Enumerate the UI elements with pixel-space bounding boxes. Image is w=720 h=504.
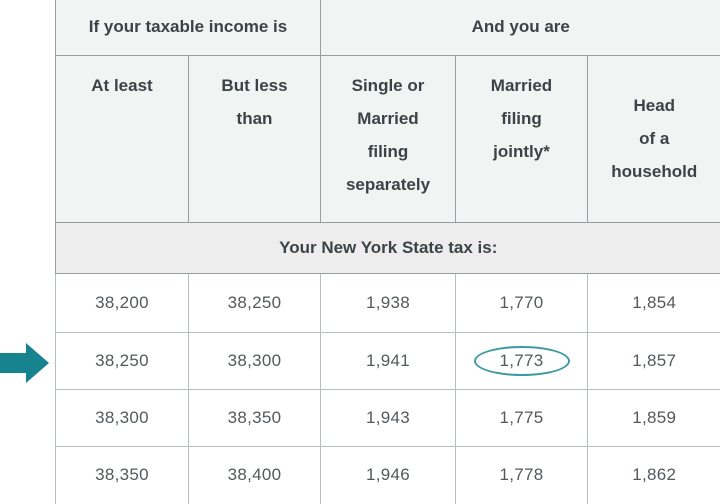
tax-band-label: Your New York State tax is: — [54, 221, 720, 274]
tax-single-cell: 1,946 — [320, 445, 456, 504]
ny-state-tax-table: If your taxable income is And you are At… — [54, 0, 720, 504]
income-less-than-cell: 38,250 — [188, 272, 321, 333]
table-row: 38,300 38,350 1,943 1,775 1,859 — [55, 388, 720, 447]
income-at-least-cell: 38,350 — [55, 445, 189, 504]
income-at-least-cell: 38,200 — [55, 272, 189, 333]
circled-value: 1,773 — [473, 345, 570, 376]
table-row-highlighted: 38,250 38,300 1,941 1,773 1,857 — [55, 331, 720, 390]
table-row: 38,200 38,250 1,938 1,770 1,854 — [55, 272, 720, 333]
row-pointer-arrow-icon — [0, 343, 49, 383]
group-header-row: If your taxable income is And you are — [55, 0, 720, 56]
income-less-than-cell: 38,400 — [188, 445, 321, 504]
col-header-head-of-household: Head of a household — [586, 54, 720, 223]
income-at-least-cell: 38,250 — [55, 331, 189, 390]
tax-married-jointly-cell: 1,778 — [455, 445, 588, 504]
tax-head-household-cell: 1,862 — [586, 445, 720, 504]
column-header-row: At least But less than Single or Married… — [55, 54, 720, 223]
col-header-but-less-than: But less than — [188, 54, 321, 223]
table-row: 38,350 38,400 1,946 1,778 1,862 — [55, 445, 720, 504]
income-at-least-cell: 38,300 — [55, 388, 189, 447]
tax-single-cell: 1,941 — [320, 331, 456, 390]
col-header-single-or-married-separate: Single or Married filing separately — [320, 54, 456, 223]
group-header-taxable-income: If your taxable income is — [55, 0, 321, 56]
income-less-than-cell: 38,350 — [188, 388, 321, 447]
tax-married-jointly-cell: 1,773 — [455, 331, 588, 390]
tax-head-household-cell: 1,857 — [586, 331, 720, 390]
tax-married-jointly-cell: 1,770 — [455, 272, 588, 333]
tax-single-cell: 1,943 — [320, 388, 456, 447]
group-header-filing-status: And you are — [319, 0, 720, 56]
tax-head-household-cell: 1,859 — [586, 388, 720, 447]
tax-single-cell: 1,938 — [320, 272, 456, 333]
tax-head-household-cell: 1,854 — [586, 272, 720, 333]
income-less-than-cell: 38,300 — [188, 331, 321, 390]
tax-band-row: Your New York State tax is: — [54, 221, 720, 274]
col-header-at-least: At least — [55, 54, 189, 223]
col-header-married-jointly: Married filing jointly* — [455, 54, 588, 223]
tax-married-jointly-cell: 1,775 — [455, 388, 588, 447]
